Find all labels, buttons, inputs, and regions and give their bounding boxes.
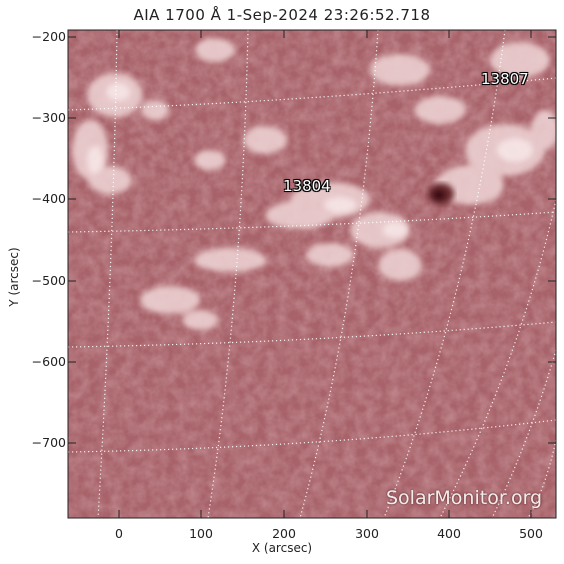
x-axis-label: X (arcsec) [251, 541, 313, 555]
y-tick-label: −300 [31, 110, 66, 125]
y-tick-label: −600 [31, 354, 66, 369]
y-axis-label: Y (arcsec) [7, 247, 21, 307]
plot-frame [67, 29, 557, 519]
active-region-label: 13807 [481, 70, 529, 88]
x-tick-label: 200 [272, 526, 296, 541]
sunspot [428, 183, 454, 205]
x-tick-label: 300 [355, 526, 379, 541]
y-tick-label: −200 [31, 29, 66, 44]
x-tick-label: 0 [115, 526, 123, 541]
x-tick-label: 500 [519, 526, 543, 541]
figure-title: AIA 1700 Å 1-Sep-2024 23:26:52.718 [133, 6, 431, 24]
tick-marks [68, 30, 556, 518]
x-tick-label: 400 [437, 526, 461, 541]
x-tick-label: 100 [189, 526, 213, 541]
granulation-texture [68, 30, 556, 518]
plage-cores [87, 83, 533, 238]
active-region-label: 13804 [283, 177, 331, 195]
y-tick-label: −400 [31, 191, 66, 206]
watermark: SolarMonitor.org [386, 487, 543, 509]
heliographic-grid [68, 30, 556, 518]
y-tick-label: −500 [31, 273, 66, 288]
y-tick-label: −700 [31, 435, 66, 450]
